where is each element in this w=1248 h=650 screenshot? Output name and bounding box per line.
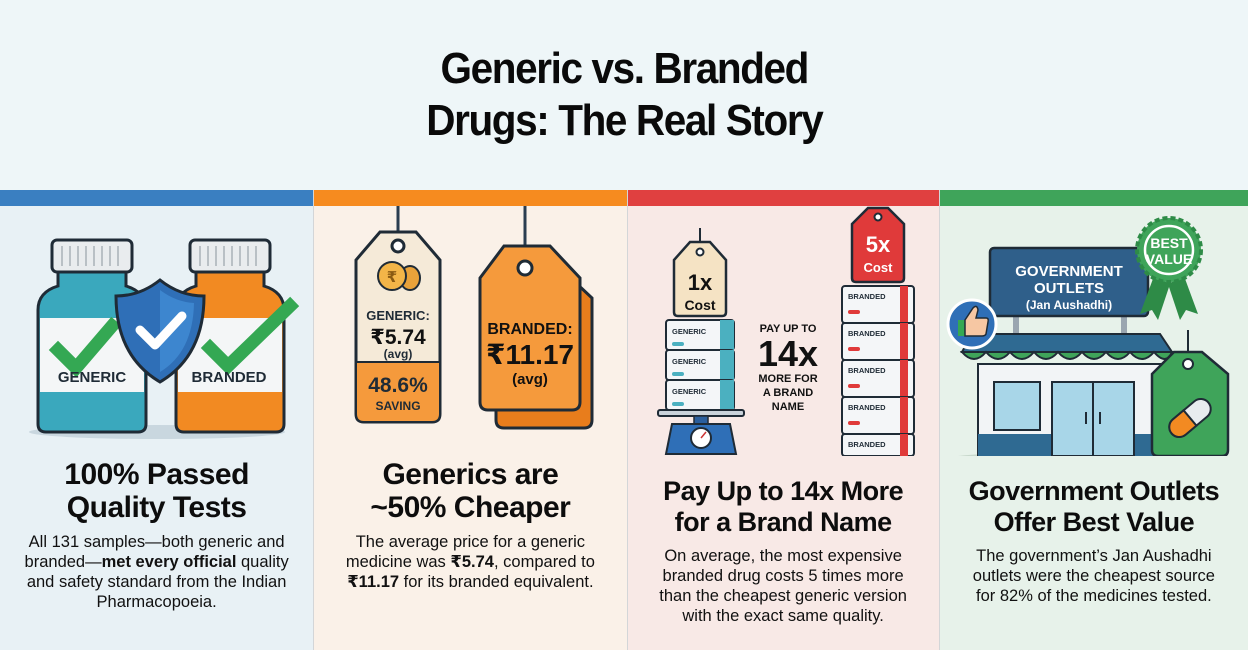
capsule-tag-icon — [1150, 330, 1229, 458]
checkmark-icon — [200, 296, 300, 376]
center-multiplier: 14x — [757, 333, 817, 374]
price-text: Generics are ~50% Cheaper The average pri… — [314, 458, 626, 592]
saving-percent: 48.6% — [368, 374, 428, 397]
branded-tag-cost: Cost — [863, 260, 893, 275]
title-line-1: Generic vs. Branded — [440, 44, 809, 93]
page-title: Generic vs. Branded Drugs: The Real Stor… — [425, 43, 824, 147]
markup-illustration: 1x Cost GENERIC GENERIC GENERIC — [628, 206, 939, 457]
branded-tag-avg: (avg) — [512, 371, 548, 388]
generic-box-label: GENERIC — [672, 387, 707, 396]
branded-box-label: BRANDED — [848, 366, 886, 375]
generic-tag-cost: Cost — [684, 297, 715, 313]
generic-tag-price: ₹5.74 — [371, 326, 427, 349]
medicine-box-icon — [664, 319, 735, 411]
thumbs-up-icon — [946, 298, 998, 350]
branded-tag-label: BRANDED: — [488, 321, 573, 338]
divider — [938, 190, 940, 650]
panels: GENERIC BRANDED 100% Passed Quality Tests… — [0, 190, 1248, 650]
generic-tag-avg: (avg) — [384, 347, 413, 361]
branded-bottle-label: BRANDED — [192, 369, 267, 386]
government-text: Government Outlets Offer Best Value The g… — [940, 476, 1248, 606]
generic-tag-label: GENERIC: — [366, 308, 430, 323]
center-pay-up: PAY UP TO — [759, 323, 816, 335]
center-a-brand: A BRAND — [762, 387, 812, 399]
svg-text:₹: ₹ — [387, 269, 397, 286]
color-bar-orange — [314, 190, 627, 206]
panel-quality: GENERIC BRANDED 100% Passed Quality Tests… — [0, 190, 314, 650]
government-heading: Government Outlets Offer Best Value — [968, 476, 1220, 537]
generic-bottle-label: GENERIC — [58, 369, 127, 386]
branded-tag-multiplier: 5x — [865, 232, 890, 257]
government-illustration: GOVERNMENT OUTLETS (Jan Aushadhi) BEST — [940, 206, 1248, 464]
award-ribbon-icon — [1134, 216, 1203, 320]
color-bar-red — [627, 190, 939, 206]
generic-box-label: GENERIC — [672, 327, 707, 336]
markup-heading: Pay Up to 14x More for a Brand Name — [663, 476, 904, 537]
panel-government: GOVERNMENT OUTLETS (Jan Aushadhi) BEST — [939, 190, 1248, 650]
branded-box-label: BRANDED — [848, 440, 886, 449]
scale-icon — [656, 409, 745, 455]
color-bar-blue — [0, 190, 314, 206]
title-line-2: Drugs: The Real Story — [425, 96, 824, 145]
shield-check-icon — [114, 278, 206, 384]
center-more-for: MORE FOR — [758, 373, 817, 385]
header: Generic vs. Branded Drugs: The Real Stor… — [0, 0, 1248, 190]
branded-box-label: BRANDED — [848, 403, 886, 412]
generic-tag-multiplier: 1x — [687, 270, 712, 295]
badge-line-2: VALUE — [1146, 251, 1192, 267]
checkmark-icon — [48, 316, 122, 378]
price-tag-icon — [672, 240, 727, 318]
quality-heading: 100% Passed Quality Tests — [64, 458, 249, 524]
sign-line-2: OUTLETS — [1034, 280, 1104, 297]
price-heading: Generics are ~50% Cheaper — [370, 458, 571, 524]
price-illustration: ₹ GENERIC: ₹5.74 (avg) 48.6% SAVING BRAN… — [314, 206, 626, 456]
price-tag-icon — [478, 244, 594, 430]
markup-body: On average, the most expensive branded d… — [659, 547, 907, 625]
price-tag-icon — [850, 206, 905, 284]
center-name: NAME — [771, 401, 803, 413]
medicine-box-icon — [840, 285, 915, 457]
panel-price: ₹ GENERIC: ₹5.74 (avg) 48.6% SAVING BRAN… — [314, 190, 627, 650]
quality-illustration: GENERIC BRANDED — [0, 206, 313, 456]
government-body: The government’s Jan Aushadhi outlets we… — [972, 547, 1215, 605]
quality-body: All 131 samples—both generic and branded… — [24, 533, 289, 611]
rupee-coin-icon: ₹ — [377, 261, 422, 291]
branded-tag-price: ₹11.17 — [486, 339, 574, 370]
divider — [626, 190, 628, 650]
generic-box-label: GENERIC — [672, 357, 707, 366]
branded-box-label: BRANDED — [848, 329, 886, 338]
quality-text: 100% Passed Quality Tests All 131 samples… — [0, 458, 313, 612]
price-body: The average price for a generic medicine… — [345, 533, 595, 591]
branded-box-label: BRANDED — [848, 292, 886, 301]
sign-line-1: GOVERNMENT — [1015, 263, 1123, 280]
saving-label: SAVING — [376, 399, 421, 413]
color-bar-green — [939, 190, 1248, 206]
divider — [313, 190, 315, 650]
panel-markup: 1x Cost GENERIC GENERIC GENERIC — [627, 190, 939, 650]
sign-line-3: (Jan Aushadhi) — [1026, 298, 1112, 312]
markup-text: Pay Up to 14x More for a Brand Name On av… — [628, 476, 939, 626]
badge-line-1: BEST — [1150, 235, 1188, 251]
storefront-icon — [959, 246, 1174, 457]
